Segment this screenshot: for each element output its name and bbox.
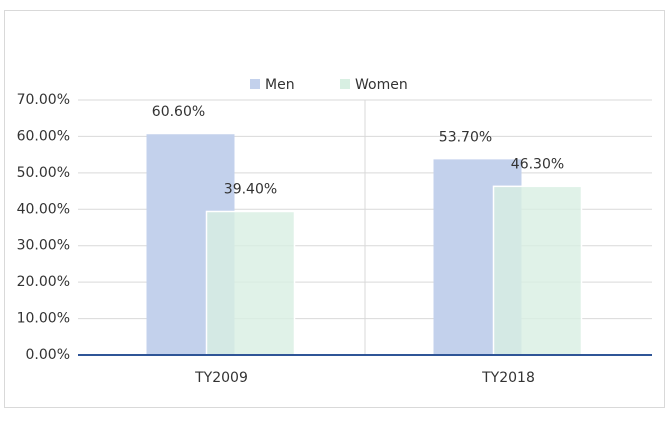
- data-label: 39.40%: [224, 181, 277, 197]
- y-tick-label: 0.00%: [26, 347, 70, 363]
- legend-label: Women: [355, 77, 408, 93]
- legend-swatch: [340, 79, 350, 89]
- y-tick-label: 70.00%: [17, 92, 70, 108]
- x-tick-label: TY2009: [194, 370, 248, 386]
- legend-label: Men: [265, 77, 295, 93]
- data-label: 46.30%: [511, 156, 564, 172]
- y-tick-label: 50.00%: [17, 165, 70, 181]
- y-tick-label: 20.00%: [17, 274, 70, 290]
- y-tick-label: 60.00%: [17, 128, 70, 144]
- data-label: 60.60%: [152, 104, 205, 120]
- y-tick-label: 30.00%: [17, 238, 70, 254]
- legend-swatch: [250, 79, 260, 89]
- bar: [205, 210, 296, 356]
- y-tick-label: 40.00%: [17, 201, 70, 217]
- y-tick-label: 10.00%: [17, 311, 70, 327]
- x-tick-label: TY2018: [481, 370, 535, 386]
- bar: [492, 185, 583, 356]
- data-label: 53.70%: [439, 129, 492, 145]
